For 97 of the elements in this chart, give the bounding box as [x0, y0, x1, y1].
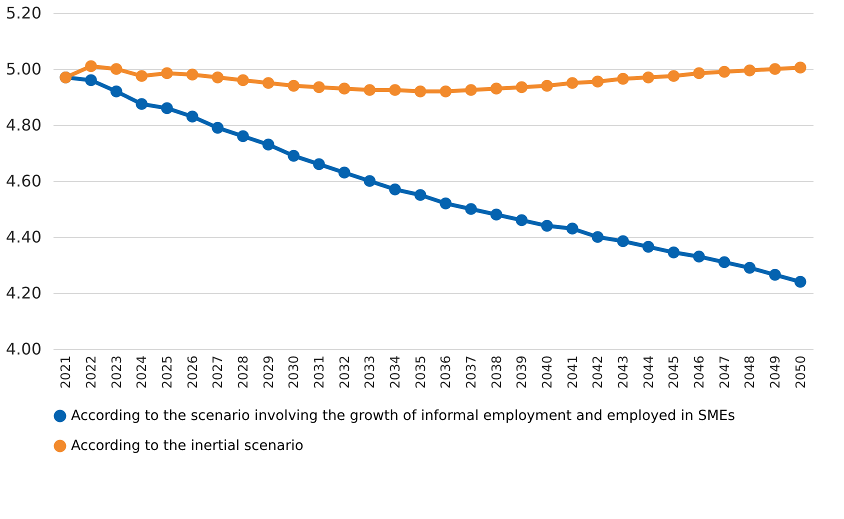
point	[566, 77, 578, 89]
point	[516, 81, 528, 94]
x-tick-label: 2030	[287, 356, 302, 389]
point	[186, 68, 198, 81]
point	[237, 130, 249, 142]
y-tick-label: 4.40	[6, 228, 42, 246]
x-tick-label: 2033	[363, 356, 378, 389]
point	[338, 166, 350, 179]
point	[262, 138, 274, 151]
point	[440, 197, 452, 210]
x-tick-label: 2032	[338, 356, 353, 389]
y-tick-label: 5.20	[6, 4, 42, 22]
point	[110, 85, 122, 98]
y-tick-label: 4.20	[6, 284, 42, 302]
x-tick-label: 2024	[135, 356, 150, 389]
point	[313, 158, 325, 170]
point	[85, 60, 97, 72]
point	[744, 262, 756, 274]
point	[313, 81, 325, 94]
point	[414, 85, 426, 98]
point	[541, 80, 553, 92]
legend-label: According to the scenario involving the growth of informal employment and employed in SMEs	[71, 408, 736, 424]
point	[642, 71, 654, 84]
point	[364, 84, 376, 96]
y-tick-label: 4.60	[6, 172, 42, 190]
x-tick-label: 2036	[439, 356, 454, 389]
y-tick-label: 4.80	[6, 116, 42, 134]
point	[693, 250, 705, 263]
x-tick-label: 2026	[186, 356, 201, 389]
x-tick-label: 2049	[768, 356, 784, 389]
point	[592, 76, 604, 88]
x-tick-label: 2042	[591, 356, 606, 389]
x-tick-label: 2041	[566, 356, 581, 389]
point	[592, 231, 604, 243]
x-tick-label: 2045	[667, 356, 682, 389]
x-tick-label: 2040	[540, 356, 556, 389]
point	[744, 64, 756, 76]
x-tick-label: 2022	[84, 356, 100, 389]
point	[364, 175, 376, 187]
point	[262, 77, 274, 89]
point	[668, 246, 680, 258]
y-tick-label: 5.00	[6, 60, 42, 78]
point	[465, 84, 477, 96]
x-tick-label: 2050	[794, 356, 809, 389]
x-tick-label: 2048	[743, 356, 758, 389]
y-tick-label: 4.00	[6, 340, 42, 358]
legend-label: According to the inertial scenario	[71, 438, 304, 454]
point	[617, 235, 629, 248]
x-tick-label: 2038	[490, 356, 505, 389]
point	[541, 220, 553, 232]
x-tick-label: 2043	[616, 356, 632, 389]
point	[566, 222, 578, 235]
x-tick-label: 2047	[718, 356, 733, 389]
x-tick-label: 2028	[236, 356, 252, 389]
point	[389, 183, 401, 196]
x-tick-label: 2044	[642, 356, 657, 389]
point	[769, 63, 781, 75]
point	[237, 74, 249, 86]
point	[642, 240, 654, 253]
point	[516, 214, 528, 226]
x-tick-label: 2025	[160, 356, 176, 389]
point	[161, 102, 173, 114]
x-tick-label: 2029	[262, 356, 277, 389]
x-tick-label: 2046	[692, 356, 708, 389]
point	[465, 203, 477, 215]
point	[668, 70, 680, 82]
point	[186, 110, 198, 123]
point	[718, 66, 730, 78]
point	[85, 74, 97, 86]
x-tick-label: 2035	[414, 356, 429, 389]
x-tick-label: 2031	[312, 356, 328, 389]
point	[212, 122, 224, 134]
x-tick-label: 2039	[515, 356, 530, 389]
x-tick-label: 2037	[464, 356, 480, 389]
point	[769, 268, 781, 281]
x-tick-label: 2021	[59, 356, 74, 389]
point	[440, 85, 452, 98]
point	[794, 62, 806, 74]
point	[136, 70, 148, 82]
point	[490, 82, 502, 95]
point	[718, 256, 730, 268]
point	[338, 82, 350, 95]
point	[288, 150, 300, 162]
point	[490, 208, 502, 221]
x-tick-label: 2034	[388, 356, 404, 389]
point	[161, 67, 173, 80]
point	[389, 84, 401, 96]
point	[794, 276, 806, 288]
point	[136, 98, 148, 110]
x-tick-label: 2027	[211, 356, 226, 389]
point	[212, 71, 224, 84]
point	[693, 67, 705, 80]
point	[617, 72, 629, 85]
point	[414, 189, 426, 201]
point	[110, 63, 122, 75]
point	[288, 80, 300, 92]
x-tick-label: 2023	[110, 356, 125, 389]
